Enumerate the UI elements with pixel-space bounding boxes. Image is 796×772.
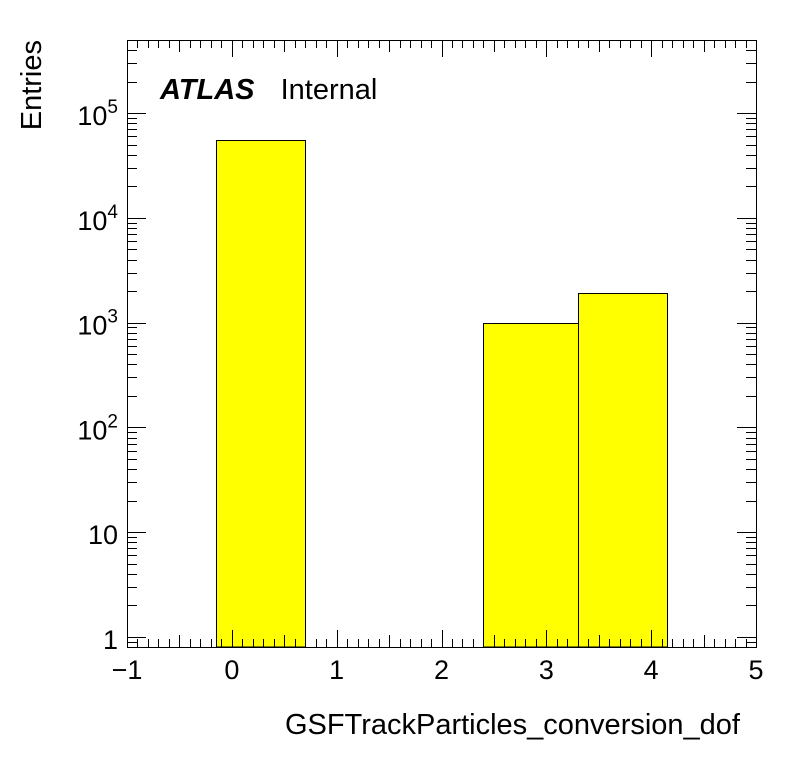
- y-tick-label-2: 102: [77, 411, 118, 445]
- y-tick-label-4: 104: [77, 202, 118, 236]
- x-axis-ticks: [127, 40, 757, 647]
- atlas-label-status: Internal: [281, 74, 378, 106]
- x-tick-label-1: 0: [224, 655, 239, 685]
- y-tick-label-5: 105: [77, 97, 118, 131]
- y-tick-label-3: 103: [77, 307, 118, 341]
- x-axis-title: GSFTrackParticles_conversion_dof: [285, 709, 741, 741]
- histogram-bars: [216, 140, 668, 648]
- plot-frame: [127, 40, 757, 648]
- y-tick-label-1: 10: [88, 520, 118, 550]
- histogram-bin-2: [578, 293, 668, 648]
- histogram-bin-1: [483, 323, 579, 648]
- y-tick-label-0: 1: [103, 625, 118, 655]
- x-tick-label-5: 4: [644, 655, 659, 685]
- x-tick-label-4: 3: [539, 655, 554, 685]
- histogram-bin-0: [216, 140, 306, 648]
- x-tick-label-6: 5: [748, 655, 763, 685]
- x-axis-tick-labels: −1 0 1 2 3 4 5: [112, 655, 764, 685]
- atlas-label: ATLAS Internal: [159, 74, 377, 106]
- y-axis-title: Entries: [16, 40, 48, 130]
- x-tick-label-2: 1: [329, 655, 344, 685]
- x-tick-label-3: 2: [434, 655, 449, 685]
- atlas-label-bold: ATLAS: [159, 74, 255, 106]
- y-axis-tick-labels: 1 10 102 103 104 105: [77, 97, 118, 655]
- x-tick-label-0: −1: [112, 655, 143, 685]
